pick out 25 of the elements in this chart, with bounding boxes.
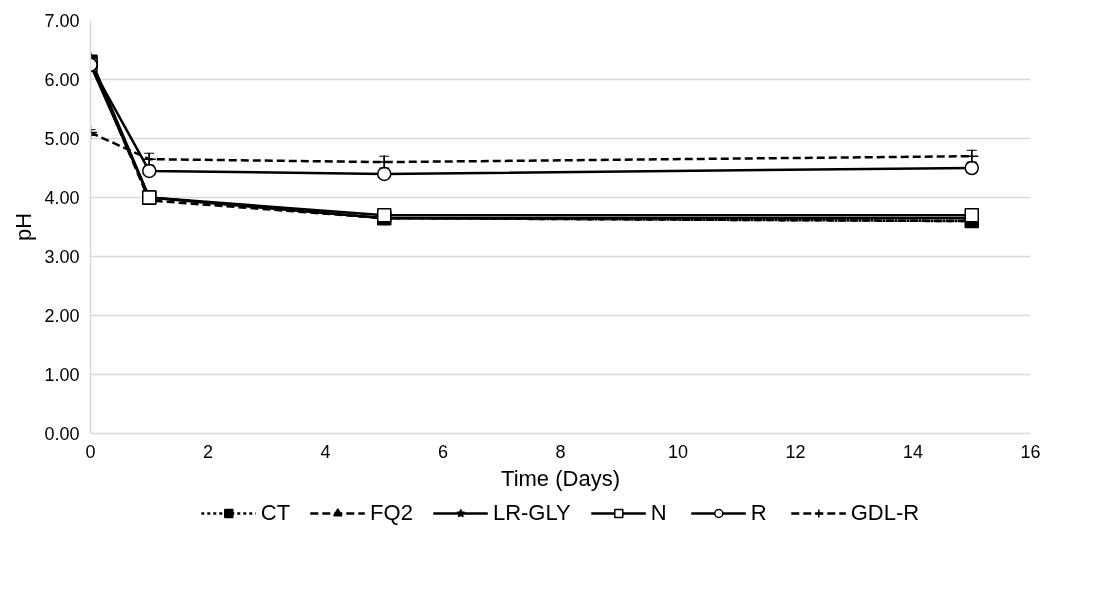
- y-tick-label: 1.00: [44, 365, 80, 385]
- x-tick-label: 0: [85, 441, 96, 462]
- y-tick-label: 6.00: [44, 70, 80, 90]
- legend-label: CT: [260, 500, 291, 526]
- y-tick-label: 3.00: [44, 247, 80, 267]
- x-tick-label: 10: [667, 441, 689, 462]
- x-tick-label: 8: [555, 441, 566, 462]
- legend-label: N: [650, 500, 668, 526]
- legend-label: GDL-R: [850, 500, 920, 526]
- x-tick-label: 16: [1020, 441, 1041, 462]
- y-tick-label: 7.00: [44, 11, 80, 31]
- y-tick-label: 2.00: [44, 306, 80, 326]
- x-tick-label: 6: [437, 441, 449, 462]
- x-axis-title: Time (Days): [501, 465, 620, 491]
- legend-label: R: [750, 500, 768, 526]
- y-tick-label: 4.00: [44, 188, 80, 208]
- x-tick-label: 14: [902, 441, 924, 462]
- x-tick-label: 2: [202, 441, 214, 462]
- y-tick-label: 0.00: [44, 424, 80, 444]
- legend-label: FQ2: [370, 500, 413, 526]
- x-tick-label: 4: [320, 441, 331, 462]
- x-tick-label: 12: [785, 441, 806, 462]
- y-tick-label: 5.00: [44, 129, 80, 149]
- legend-label: LR-GLY: [492, 500, 571, 526]
- y-axis-title: pH: [11, 212, 37, 242]
